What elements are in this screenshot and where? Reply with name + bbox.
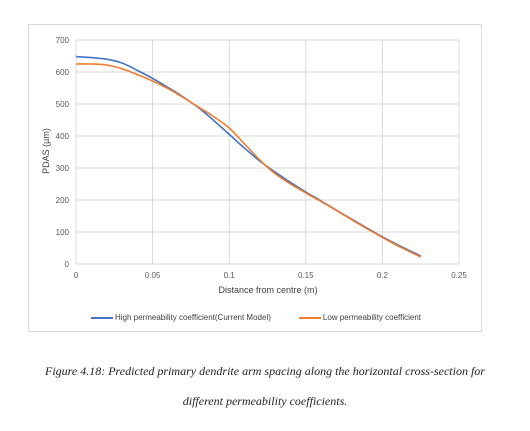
series-line-high-permeability: [75, 55, 422, 257]
y-tick-label: 500: [56, 100, 70, 109]
y-tick-label: 300: [56, 164, 70, 173]
y-axis-title: PDAS (µm): [41, 128, 51, 174]
legend-item-high: High permeability coefficient(Current Mo…: [90, 313, 271, 322]
x-tick-label: 0.1: [224, 271, 236, 280]
chart-frame: 0 100 200 300 400 500 600 700 0 0.05 0.1 0.15 0.2 0.…: [28, 24, 482, 332]
caption-line-1: Figure 4.18: Predicted primary dendrite …: [45, 364, 485, 378]
x-tick-labels: 0 0.05 0.1 0.15 0.2 0.25: [74, 271, 468, 280]
series-line-low-permeability: [75, 63, 422, 258]
figure-caption: Figure 4.18: Predicted primary dendrite …: [0, 356, 530, 416]
y-tick-labels: 0 100 200 300 400 500 600 700: [56, 36, 70, 269]
legend-item-low: Low permeability coefficient: [298, 313, 422, 322]
x-axis-title: Distance from centre (m): [218, 285, 317, 295]
y-tick-label: 600: [56, 68, 70, 77]
legend-label-low: Low permeability coefficient: [322, 313, 422, 322]
x-tick-label: 0: [74, 271, 79, 280]
series-lines: [75, 55, 422, 258]
x-tick-label: 0.15: [298, 271, 314, 280]
x-tick-label: 0.2: [377, 271, 389, 280]
y-tick-label: 100: [56, 228, 70, 237]
caption-line-2: different permeability coefficients.: [182, 394, 348, 408]
legend-label-high: High permeability coefficient(Current Mo…: [114, 313, 271, 322]
line-chart: 0 100 200 300 400 500 600 700 0 0.05 0.1 0.15 0.2 0.…: [41, 36, 468, 295]
y-tick-label: 400: [56, 132, 70, 141]
legend-swatch-high: [90, 316, 113, 319]
y-tick-label: 700: [56, 36, 70, 45]
legend-swatch-low: [298, 316, 321, 319]
x-tick-label: 0.25: [451, 271, 467, 280]
y-tick-label: 200: [56, 196, 70, 205]
x-tick-label: 0.05: [145, 271, 161, 280]
legend: High permeability coefficient(Current Mo…: [29, 313, 483, 322]
y-tick-label: 0: [65, 260, 70, 269]
grid: [75, 39, 460, 265]
